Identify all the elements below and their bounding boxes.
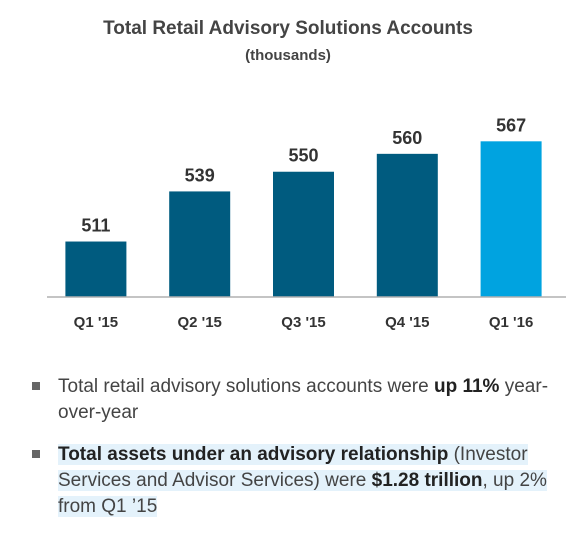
bar-3 [376, 153, 438, 297]
x-tick-label: Q1 '16 [489, 314, 533, 331]
bullet-item-assets: Total assets under an advisory relations… [28, 442, 558, 520]
x-tick-label: Q2 '15 [177, 314, 221, 331]
bar-chart: 511 Q1 '15 539 Q2 '15 550 Q3 '15 560 Q4 '15 567 Q… [47, 115, 566, 331]
bar-2 [273, 171, 334, 297]
bar-4 [480, 141, 542, 297]
bullet-list: Total retail advisory solutions accounts… [28, 374, 558, 536]
bar-value-label: 550 [288, 146, 318, 166]
bullet-item-accounts: Total retail advisory solutions accounts… [28, 374, 558, 426]
square-bullet-icon [32, 450, 40, 458]
chart-title: Total Retail Advisory Solutions Accounts [103, 18, 473, 39]
bullet-text-part: Total retail advisory solutions accounts… [58, 376, 434, 397]
bar-0 [65, 241, 127, 297]
square-bullet-icon [32, 382, 40, 390]
x-tick-label: Q3 '15 [281, 314, 325, 331]
chart-subtitle: (thousands) [245, 47, 331, 64]
bar-value-label: 567 [496, 115, 526, 135]
bullet-strong-amount: $1.28 trillion [371, 470, 483, 491]
bullet-text-part: year-over-year [58, 376, 549, 423]
x-tick-label: Q1 '15 [74, 314, 118, 331]
bullet-strong-percent: 11% [462, 376, 500, 397]
bar-1 [169, 191, 231, 297]
bar-value-label: 511 [81, 216, 110, 236]
bullet-strong-heading: Total assets under an advisory relations… [58, 444, 449, 465]
bar-value-label: 539 [185, 165, 215, 185]
bar-value-label: 560 [392, 128, 422, 148]
x-tick-label: Q4 '15 [385, 314, 429, 331]
bullet-strong-up: up [433, 376, 458, 397]
